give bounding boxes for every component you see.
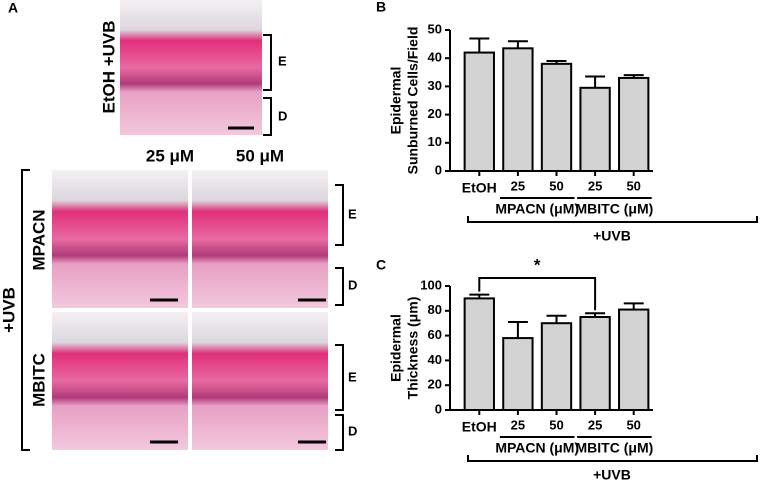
y-tick-label: 100 xyxy=(420,277,442,292)
bar xyxy=(502,337,534,411)
y-axis-label: Sunburned Cells/Field xyxy=(405,27,421,175)
error-bar xyxy=(585,312,606,317)
e-label: E xyxy=(348,369,357,384)
bar xyxy=(618,76,650,172)
d-label: D xyxy=(278,108,287,123)
group-label: MBITC (μM) xyxy=(576,201,654,217)
panel-letter: B xyxy=(376,0,386,15)
error-bar xyxy=(469,37,490,53)
error-bar xyxy=(507,320,528,339)
x-tick-label: 25 xyxy=(588,417,602,432)
error-bar xyxy=(546,60,567,64)
scale-bar xyxy=(150,126,326,444)
x-tick-label: 25 xyxy=(511,178,525,193)
d-label: D xyxy=(348,423,357,438)
e-label: E xyxy=(278,53,287,68)
annotation: * xyxy=(534,255,541,274)
histology-image xyxy=(52,312,188,450)
y-tick-label: 60 xyxy=(428,327,442,342)
bar xyxy=(540,322,573,412)
treatment-bracket xyxy=(467,455,758,462)
y-tick-label: 40 xyxy=(428,352,442,367)
bar xyxy=(579,86,611,172)
error-bar xyxy=(623,302,644,310)
y-axis-label: Epidermal xyxy=(388,314,404,382)
error-bar xyxy=(585,75,606,88)
histology-image xyxy=(52,170,188,308)
x-tick-label: EtOH xyxy=(462,180,497,196)
y-tick-label: 0 xyxy=(435,401,442,416)
x-tick-label: EtOH xyxy=(462,419,497,435)
histology-image xyxy=(192,170,328,308)
histology-image xyxy=(120,0,262,135)
y-axis-label: Epidermal xyxy=(388,67,404,135)
group-label: MPACN (μM) xyxy=(495,201,579,217)
y-tick-label: 30 xyxy=(428,78,442,93)
treatment-bracket xyxy=(467,216,758,223)
bar xyxy=(502,47,534,172)
bar xyxy=(579,316,611,411)
y-axis-label: Thickness (μm) xyxy=(405,297,421,400)
group-label: MBITC (μM) xyxy=(576,440,654,456)
panel-letter: A xyxy=(8,0,18,16)
x-tick-label: 50 xyxy=(549,417,563,432)
error-bar xyxy=(469,293,490,299)
x-tick-label: 25 xyxy=(588,178,602,193)
y-tick-label: 0 xyxy=(435,162,442,177)
bar xyxy=(618,308,650,411)
side-label: +UVB xyxy=(0,287,18,333)
x-tick-label: 25 xyxy=(511,417,525,432)
bar xyxy=(463,51,495,173)
bar xyxy=(540,62,573,173)
row-label: MBITC xyxy=(29,353,48,407)
y-tick-label: 50 xyxy=(428,21,442,36)
error-bar xyxy=(507,40,528,49)
treatment-label: +UVB xyxy=(593,228,631,244)
x-tick-label: 50 xyxy=(626,417,640,432)
row-label: MPACN xyxy=(29,209,48,270)
y-tick-label: 80 xyxy=(428,302,442,317)
y-tick-label: 20 xyxy=(428,377,442,392)
x-tick-label: 50 xyxy=(549,178,563,193)
y-tick-label: 40 xyxy=(428,50,442,65)
error-bar xyxy=(546,314,567,324)
significance-bracket xyxy=(478,277,597,311)
panel-a xyxy=(21,0,344,451)
y-tick-label: 20 xyxy=(428,106,442,121)
y-tick-label: 10 xyxy=(428,134,442,149)
histology-image xyxy=(192,312,328,450)
row-label: EtOH +UVB xyxy=(99,20,118,113)
d-label: D xyxy=(348,277,357,292)
x-tick-label: 50 xyxy=(626,178,640,193)
error-bar xyxy=(623,74,644,78)
treatment-label: +UVB xyxy=(593,467,631,483)
bracket xyxy=(21,34,344,451)
e-label: E xyxy=(348,206,357,221)
group-label: MPACN (μM) xyxy=(495,440,579,456)
col-label: 50 μM xyxy=(236,146,284,165)
panel-letter: C xyxy=(376,257,386,273)
bar xyxy=(463,297,495,411)
col-label: 25 μM xyxy=(146,146,194,165)
